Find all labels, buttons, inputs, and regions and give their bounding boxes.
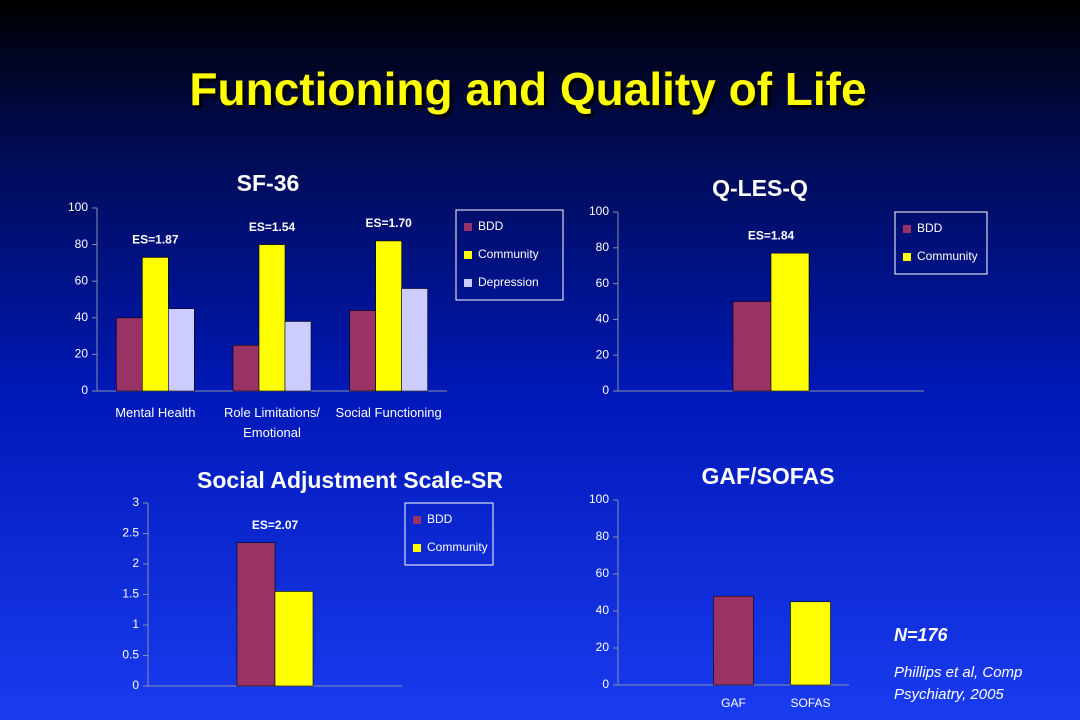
y-tick-label: 40 xyxy=(596,603,610,617)
bar xyxy=(349,310,376,392)
bar xyxy=(116,317,143,392)
y-tick-label: 100 xyxy=(589,492,609,506)
legend-label: BDD xyxy=(478,219,504,233)
y-tick-label: 60 xyxy=(596,276,610,290)
y-tick-label: 0 xyxy=(602,383,609,397)
chart-title: Q-LES-Q xyxy=(712,175,808,201)
y-tick-label: 60 xyxy=(596,566,610,580)
legend-swatch xyxy=(413,516,421,524)
y-tick-label: 1 xyxy=(132,617,139,631)
chart-title: SF-36 xyxy=(237,170,300,196)
legend-label: Community xyxy=(478,247,539,261)
chart-title: GAF/SOFAS xyxy=(702,463,835,489)
effect-size-label: ES=1.84 xyxy=(748,228,795,242)
bar xyxy=(274,591,314,687)
y-tick-label: 3 xyxy=(132,495,139,509)
x-tick-label: SOFAS xyxy=(790,696,831,710)
legend-swatch xyxy=(413,544,421,552)
y-tick-label: 2 xyxy=(132,556,139,570)
legend-swatch xyxy=(903,225,911,233)
y-tick-label: 80 xyxy=(596,529,610,543)
bar xyxy=(401,288,428,392)
y-tick-label: 0 xyxy=(602,677,609,691)
effect-size-label: ES=1.70 xyxy=(365,216,412,230)
legend-box xyxy=(404,502,494,566)
y-tick-label: 1.5 xyxy=(122,587,139,601)
legend-label: BDD xyxy=(427,512,453,526)
y-tick-label: 0.5 xyxy=(122,648,139,662)
legend-swatch xyxy=(464,279,472,287)
bar xyxy=(790,601,831,686)
x-tick-label: GAF xyxy=(721,696,746,710)
legend-label: Community xyxy=(917,249,978,263)
legend-swatch xyxy=(464,251,472,259)
bar xyxy=(142,257,169,392)
effect-size-label: ES=1.54 xyxy=(249,220,296,234)
legend-label: BDD xyxy=(917,221,943,235)
bar xyxy=(770,252,810,392)
bar xyxy=(258,244,286,392)
x-tick-label: Role Limitations/ Emotional xyxy=(223,405,321,440)
y-tick-label: 100 xyxy=(589,204,609,218)
y-tick-label: 80 xyxy=(596,240,610,254)
sample-size: N=176 xyxy=(894,625,948,645)
y-tick-label: 20 xyxy=(596,640,610,654)
effect-size-label: ES=1.87 xyxy=(132,233,179,247)
bar xyxy=(232,344,260,392)
y-tick-label: 2.5 xyxy=(122,526,139,540)
bar xyxy=(168,308,195,392)
y-tick-label: 80 xyxy=(75,237,89,251)
y-tick-label: 0 xyxy=(81,383,88,397)
citation: Phillips et al, Comp Psychiatry, 2005 xyxy=(894,664,1023,703)
bar xyxy=(732,301,772,392)
legend-swatch xyxy=(464,223,472,231)
bar xyxy=(375,240,402,392)
legend-swatch xyxy=(903,253,911,261)
x-tick-label: Mental Health xyxy=(115,405,196,420)
slide-title: Functioning and Quality of Life xyxy=(189,63,867,115)
legend-label: Depression xyxy=(478,275,539,289)
y-tick-label: 100 xyxy=(68,200,88,214)
y-tick-label: 20 xyxy=(596,347,610,361)
x-tick-label: Social Functioning xyxy=(335,405,442,420)
y-tick-label: 20 xyxy=(75,347,89,361)
legend-box xyxy=(455,209,564,301)
bar xyxy=(236,542,276,687)
y-tick-label: 0 xyxy=(132,678,139,692)
legend-label: Community xyxy=(427,540,488,554)
effect-size-label: ES=2.07 xyxy=(252,518,299,532)
y-tick-label: 40 xyxy=(596,312,610,326)
chart-title: Social Adjustment Scale-SR xyxy=(197,467,503,493)
bar xyxy=(284,321,312,392)
legend-box xyxy=(894,211,988,275)
y-tick-label: 40 xyxy=(75,310,89,324)
bar xyxy=(713,595,754,686)
y-tick-label: 60 xyxy=(75,273,89,287)
